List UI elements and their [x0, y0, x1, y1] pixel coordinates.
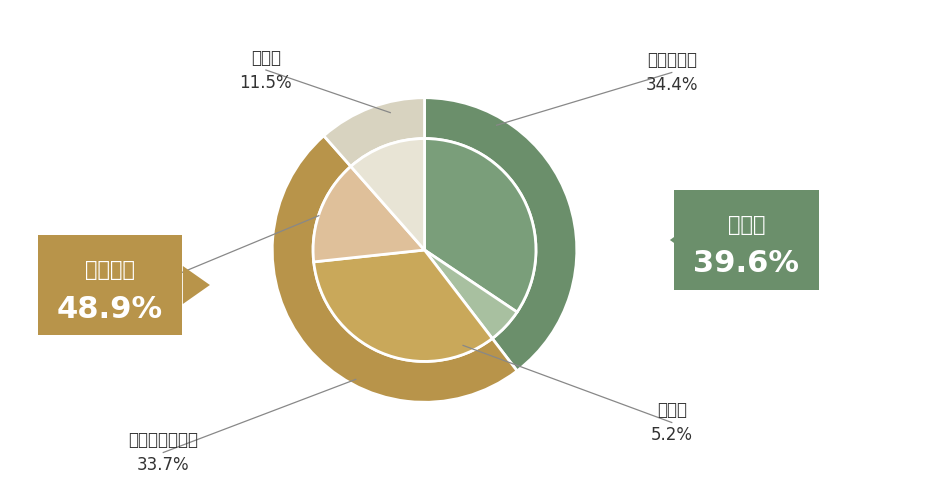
Text: 家屋等
5.2%: 家屋等 5.2%: [650, 401, 693, 444]
Text: 39.6%: 39.6%: [693, 250, 800, 278]
Wedge shape: [425, 98, 577, 371]
Wedge shape: [313, 250, 493, 362]
Wedge shape: [272, 136, 517, 402]
Wedge shape: [351, 138, 425, 250]
Text: 現金・預貯金等
33.7%: 現金・預貯金等 33.7%: [128, 431, 199, 474]
Polygon shape: [183, 266, 210, 304]
Wedge shape: [324, 98, 425, 166]
Text: 48.9%: 48.9%: [57, 294, 163, 324]
Text: 金融資産: 金融資産: [85, 260, 135, 280]
Text: その他
11.5%: その他 11.5%: [240, 48, 292, 92]
FancyBboxPatch shape: [37, 235, 183, 335]
Wedge shape: [313, 166, 425, 262]
Text: 有価証券
15.2%: 有価証券 15.2%: [65, 288, 118, 332]
Text: 不動産: 不動産: [728, 215, 765, 235]
Text: 宅地等土地
34.4%: 宅地等土地 34.4%: [646, 51, 698, 94]
Polygon shape: [670, 220, 698, 260]
Wedge shape: [425, 250, 517, 338]
FancyBboxPatch shape: [674, 190, 819, 290]
Wedge shape: [425, 138, 536, 312]
